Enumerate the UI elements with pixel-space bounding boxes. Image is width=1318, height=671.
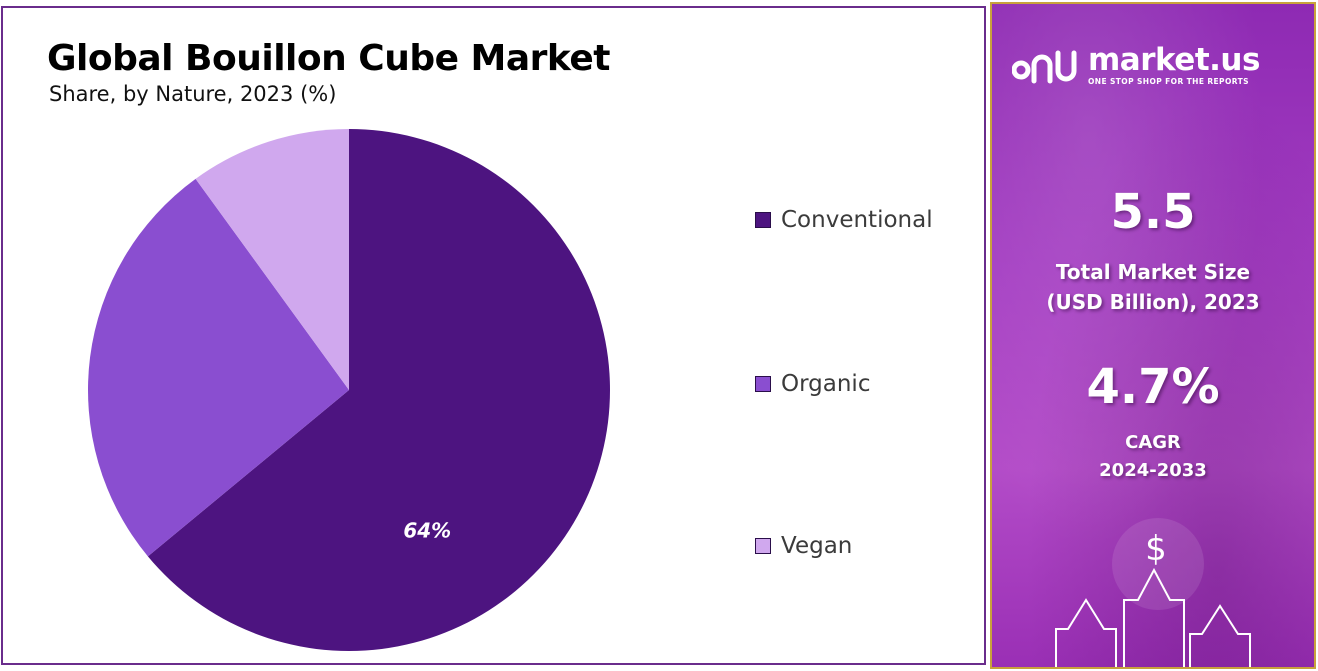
cagr-value: 4.7%: [1086, 359, 1220, 415]
market-size-value: 5.5: [1110, 184, 1196, 240]
chart-title: Global Bouillon Cube Market: [47, 38, 611, 79]
up-arrow-icon: [1055, 567, 1251, 667]
chart-panel: Global Bouillon Cube Market Share, by Na…: [1, 6, 986, 665]
panel-background-overlay: [992, 4, 1314, 667]
market-size-label-line2: (USD Billion), 2023: [1046, 290, 1260, 314]
brand-logo: market.us ONE STOP SHOP FOR THE REPORTS: [1012, 44, 1260, 86]
cagr-label-line1: CAGR: [1125, 432, 1181, 453]
brand-name: market.us: [1088, 42, 1260, 78]
chart-subtitle: Share, by Nature, 2023 (%): [49, 82, 337, 106]
data-label-conventional: 64%: [403, 519, 451, 543]
growth-illustration: $: [1055, 518, 1251, 667]
pie-slice-conventional: [147, 129, 610, 652]
legend-swatch-organic: [755, 376, 771, 392]
pie-slice-vegan: [195, 129, 349, 390]
legend-item-organic: Organic: [755, 371, 870, 397]
dollar-icon: $: [1145, 529, 1167, 569]
brand-tagline: ONE STOP SHOP FOR THE REPORTS: [1088, 77, 1249, 86]
pie-chart: 64%: [87, 129, 610, 652]
legend-label-organic: Organic: [781, 371, 871, 397]
legend-label-vegan: Vegan: [781, 533, 853, 559]
pie-slice-organic: [87, 178, 350, 557]
legend-label-conventional: Conventional: [781, 207, 933, 233]
legend-swatch-vegan: [755, 538, 771, 554]
summary-panel: market.us ONE STOP SHOP FOR THE REPORTS …: [990, 2, 1316, 669]
legend-item-vegan: Vegan: [755, 533, 852, 559]
market-size-label-line1: Total Market Size: [1055, 260, 1251, 284]
market-us-logo-icon: [1012, 50, 1077, 84]
cagr-label-line2: 2024-2033: [1099, 460, 1207, 481]
legend-swatch-conventional: [755, 212, 771, 228]
legend-item-conventional: Conventional: [755, 207, 933, 233]
